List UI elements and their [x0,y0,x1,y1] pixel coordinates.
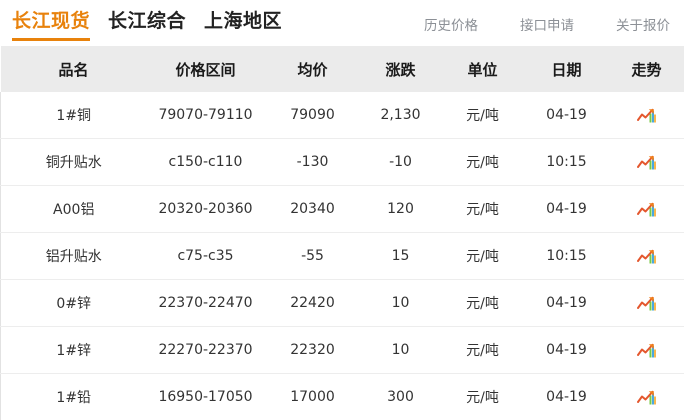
column-header-4: 单位 [441,46,525,92]
cell-unit: 元/吨 [441,139,525,186]
cell-trend [609,280,684,327]
cell-product-name: 0#锌 [1,280,147,327]
cell-trend [609,374,684,420]
cell-product-name: 铝升贴水 [1,233,147,280]
cell-change: -10 [361,139,441,186]
nav-tab-label: 长江综合 [108,10,186,32]
cell-trend [609,186,684,233]
cell-trend [609,92,684,139]
cell-price-range: c75-c35 [147,233,265,280]
top-navigation-bar: 长江现货长江综合上海地区 历史价格 接口申请 关于报价 [0,0,684,46]
cell-trend [609,139,684,186]
cell-price-range: 22370-22470 [147,280,265,327]
active-tab-underline [12,38,90,41]
cell-date: 04-19 [525,186,609,233]
cell-average-price: 22320 [265,327,361,374]
nav-tab-2[interactable]: 上海地区 [204,10,282,32]
cell-product-name: A00铝 [1,186,147,233]
spot-price-page: 长江现货长江综合上海地区 历史价格 接口申请 关于报价 品名价格区间均价涨跌单位日期… [0,0,684,411]
trend-up-chart-icon[interactable] [637,249,656,264]
cell-date: 04-19 [525,327,609,374]
cell-date: 04-19 [525,280,609,327]
cell-date: 04-19 [525,92,609,139]
cell-unit: 元/吨 [441,186,525,233]
cell-product-name: 1#铜 [1,92,147,139]
cell-trend [609,233,684,280]
nav-link-1[interactable]: 接口申请 [520,14,574,34]
trend-up-chart-icon[interactable] [637,296,656,311]
column-header-2: 均价 [265,46,361,92]
cell-product-name: 铜升贴水 [1,139,147,186]
trend-up-chart-icon[interactable] [637,202,656,217]
cell-average-price: 17000 [265,374,361,420]
cell-date: 04-19 [525,374,609,420]
cell-price-range: 22270-22370 [147,327,265,374]
cell-change: 15 [361,233,441,280]
nav-tab-1[interactable]: 长江综合 [108,10,186,32]
cell-change: 10 [361,280,441,327]
table-header-row: 品名价格区间均价涨跌单位日期走势 [1,46,684,92]
cell-product-name: 1#铅 [1,374,147,420]
cell-price-range: c150-c110 [147,139,265,186]
cell-trend [609,327,684,374]
cell-average-price: 22420 [265,280,361,327]
cell-unit: 元/吨 [441,374,525,420]
cell-price-range: 16950-17050 [147,374,265,420]
column-header-3: 涨跌 [361,46,441,92]
cell-unit: 元/吨 [441,92,525,139]
column-header-1: 价格区间 [147,46,265,92]
cell-date: 10:15 [525,233,609,280]
cell-average-price: 20340 [265,186,361,233]
column-header-0: 品名 [1,46,147,92]
cell-average-price: -130 [265,139,361,186]
nav-link-2[interactable]: 关于报价 [616,14,670,34]
column-header-6: 走势 [609,46,684,92]
trend-up-chart-icon[interactable] [637,343,656,358]
nav-link-group: 历史价格 接口申请 关于报价 [424,14,670,34]
column-header-5: 日期 [525,46,609,92]
nav-link-0[interactable]: 历史价格 [424,14,478,34]
cell-unit: 元/吨 [441,280,525,327]
cell-average-price: 79090 [265,92,361,139]
cell-unit: 元/吨 [441,233,525,280]
cell-change: 10 [361,327,441,374]
cell-change: 300 [361,374,441,420]
cell-product-name: 1#锌 [1,327,147,374]
cell-change: 2,130 [361,92,441,139]
cell-date: 10:15 [525,139,609,186]
nav-tab-group: 长江现货长江综合上海地区 [0,0,282,32]
nav-tab-label: 上海地区 [204,10,282,32]
cell-change: 120 [361,186,441,233]
cell-price-range: 79070-79110 [147,92,265,139]
nav-tab-0[interactable]: 长江现货 [12,10,90,32]
trend-up-chart-icon[interactable] [637,155,656,170]
trend-up-chart-icon[interactable] [637,108,656,123]
price-table-head: 品名价格区间均价涨跌单位日期走势 [1,46,684,92]
cell-average-price: -55 [265,233,361,280]
trend-up-chart-icon[interactable] [637,390,656,405]
nav-tab-label: 长江现货 [12,10,90,32]
cell-price-range: 20320-20360 [147,186,265,233]
cell-unit: 元/吨 [441,327,525,374]
